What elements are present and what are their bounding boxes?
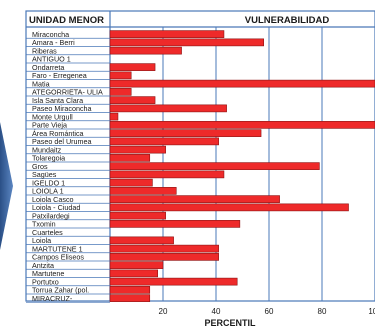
- row-label: Loiola - Ciudad: [32, 203, 80, 212]
- bar-16: [109, 154, 151, 162]
- row-label: Amara - Berri: [32, 38, 75, 47]
- row-label: Isla Santa Clara: [32, 96, 83, 105]
- x-tick-label: 80: [318, 307, 327, 316]
- row-label: Gros: [32, 162, 48, 171]
- row-label: Mundaitz: [32, 145, 62, 154]
- bar-15: [109, 145, 166, 154]
- row-label: Portutxo: [32, 277, 59, 286]
- bar-20: [109, 187, 177, 195]
- header-right: VULNERABILIDAD: [245, 15, 330, 26]
- bar-26: [109, 236, 174, 245]
- arrow-shape: [0, 122, 13, 250]
- bar-18: [109, 170, 225, 179]
- bar-7: [109, 79, 375, 88]
- bar-28: [109, 253, 219, 261]
- row-label: Txomin: [32, 220, 56, 229]
- x-tick-label: 100: [368, 307, 375, 316]
- bar-10: [109, 104, 227, 113]
- row-label: ATEGORRIETA- ULIA: [32, 88, 103, 97]
- row-label: Loiola Casco: [32, 195, 74, 204]
- row-label: Martutene: [32, 269, 64, 278]
- bar-21: [109, 195, 280, 203]
- bar-9: [109, 96, 156, 104]
- row-label: IGELDO 1: [32, 178, 65, 187]
- bar-24: [109, 220, 241, 228]
- bar-33: [109, 294, 151, 302]
- row-label: Riberas: [32, 46, 57, 55]
- bar-22: [109, 203, 349, 212]
- row-label: Paseo Miraconcha: [32, 104, 92, 113]
- row-label: MARTUTENE 1: [32, 244, 83, 253]
- row-label: ANTIGUO 1: [32, 55, 71, 64]
- row-label: Sagües: [32, 170, 57, 179]
- x-ticks: 20 40 60 80 100: [159, 307, 375, 316]
- bar-2: [109, 38, 264, 47]
- row-label: Loiola: [32, 236, 51, 245]
- bar-6: [109, 71, 132, 80]
- row-label: Cuarteles: [32, 228, 63, 237]
- table-frame: [25, 10, 375, 302]
- bar-3: [109, 46, 182, 55]
- bar-27: [109, 244, 219, 253]
- bar-14: [109, 137, 219, 146]
- x-tick-label: 20: [159, 307, 168, 316]
- x-axis-label: PERCENTIL: [204, 318, 256, 328]
- row-label: Campos Eliseos: [32, 253, 84, 262]
- bar-19: [109, 178, 153, 187]
- bar-12: [109, 121, 375, 129]
- row-label: Tolaregoia: [32, 154, 65, 163]
- header-left: UNIDAD MENOR: [29, 15, 104, 26]
- row-label: Área Romántica: [32, 129, 84, 138]
- x-tick-label: 40: [212, 307, 221, 316]
- bar-31: [109, 277, 238, 286]
- bar-23: [109, 211, 166, 220]
- bar-1: [109, 30, 225, 38]
- bar-30: [109, 269, 159, 278]
- row-label: Monte Urgull: [32, 112, 73, 121]
- row-label: Miraconcha: [32, 30, 69, 39]
- bar-29: [109, 261, 164, 269]
- row-label: Matia: [32, 79, 50, 88]
- row-label: Ondarreta: [32, 63, 64, 72]
- row-label: MIRACRUZ-: [32, 294, 73, 303]
- bar-32: [109, 286, 151, 294]
- bar-8: [109, 88, 132, 96]
- row-label: Torrua Zahar (pol.: [32, 286, 89, 295]
- bar-13: [109, 129, 262, 137]
- bar-11: [109, 112, 119, 121]
- row-label: Patxilardegi: [32, 211, 70, 220]
- row-label: Faro - Erregenea: [32, 71, 87, 80]
- row-label: Parte Vieja: [32, 121, 67, 130]
- bar-17: [109, 162, 320, 170]
- row-label: Paseo del Urumea: [32, 137, 92, 146]
- bar-5: [109, 63, 156, 71]
- row-label: Antzita: [32, 261, 54, 270]
- row-label: LOIOLA 1: [32, 187, 64, 196]
- x-tick-label: 60: [265, 307, 274, 316]
